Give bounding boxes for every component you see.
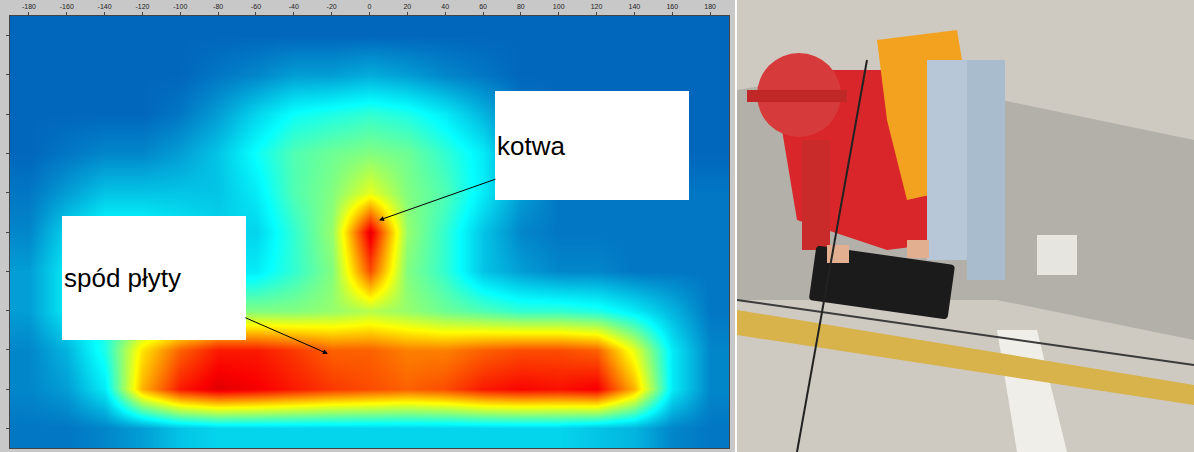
svg-text:160: 160 (666, 3, 678, 10)
svg-text:120: 120 (591, 3, 603, 10)
svg-text:20: 20 (403, 3, 411, 10)
svg-text:-160: -160 (60, 3, 74, 10)
svg-text:-180: -180 (22, 3, 36, 10)
svg-text:180: 180 (704, 3, 716, 10)
svg-text:-40: -40 (289, 3, 299, 10)
svg-text:100: 100 (553, 3, 565, 10)
svg-text:40: 40 (441, 3, 449, 10)
svg-text:-120: -120 (135, 3, 149, 10)
svg-text:60: 60 (479, 3, 487, 10)
svg-text:-20: -20 (327, 3, 337, 10)
svg-text:-80: -80 (213, 3, 223, 10)
svg-text:-60: -60 (251, 3, 261, 10)
svg-text:-140: -140 (98, 3, 112, 10)
svg-text:80: 80 (517, 3, 525, 10)
svg-text:spód płyty: spód płyty (64, 263, 181, 293)
svg-text:kotwa: kotwa (497, 131, 565, 161)
svg-text:0: 0 (368, 3, 372, 10)
svg-text:140: 140 (629, 3, 641, 10)
svg-text:-100: -100 (173, 3, 187, 10)
